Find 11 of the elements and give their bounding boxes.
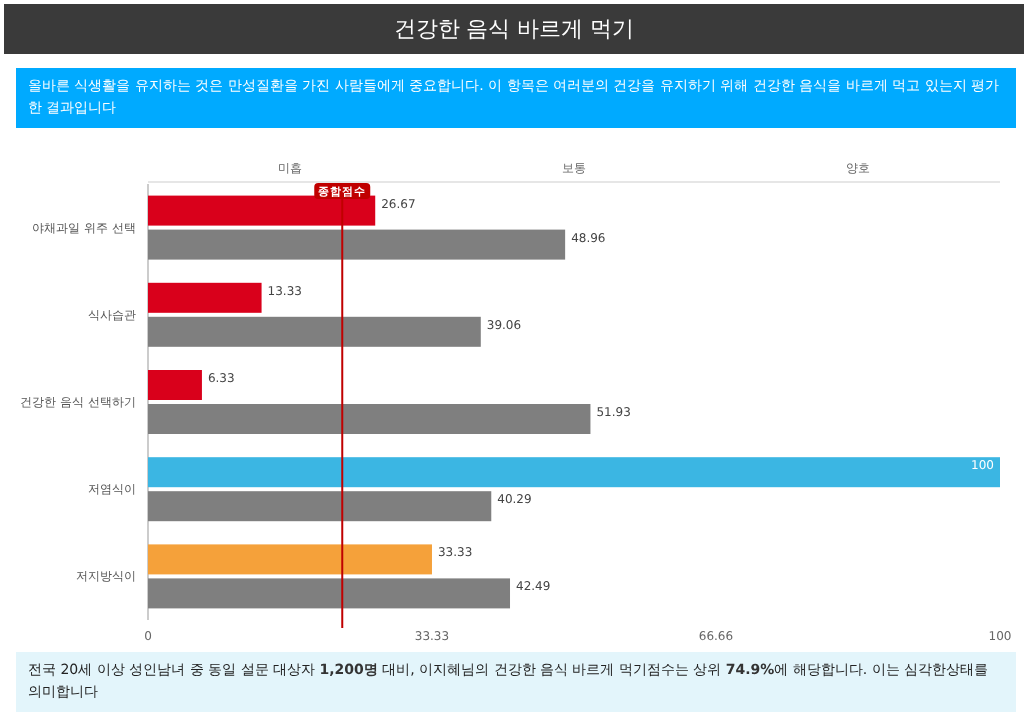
bar [148,404,591,434]
bar [148,578,511,609]
chart-title: 건강한 음식 바르게 먹기 [393,16,635,42]
bar [148,316,481,347]
bar [148,491,492,522]
bar [148,229,566,260]
bar [148,370,202,400]
bar [148,282,262,313]
bar [148,195,376,226]
bar [148,544,432,575]
bar [148,457,1000,488]
